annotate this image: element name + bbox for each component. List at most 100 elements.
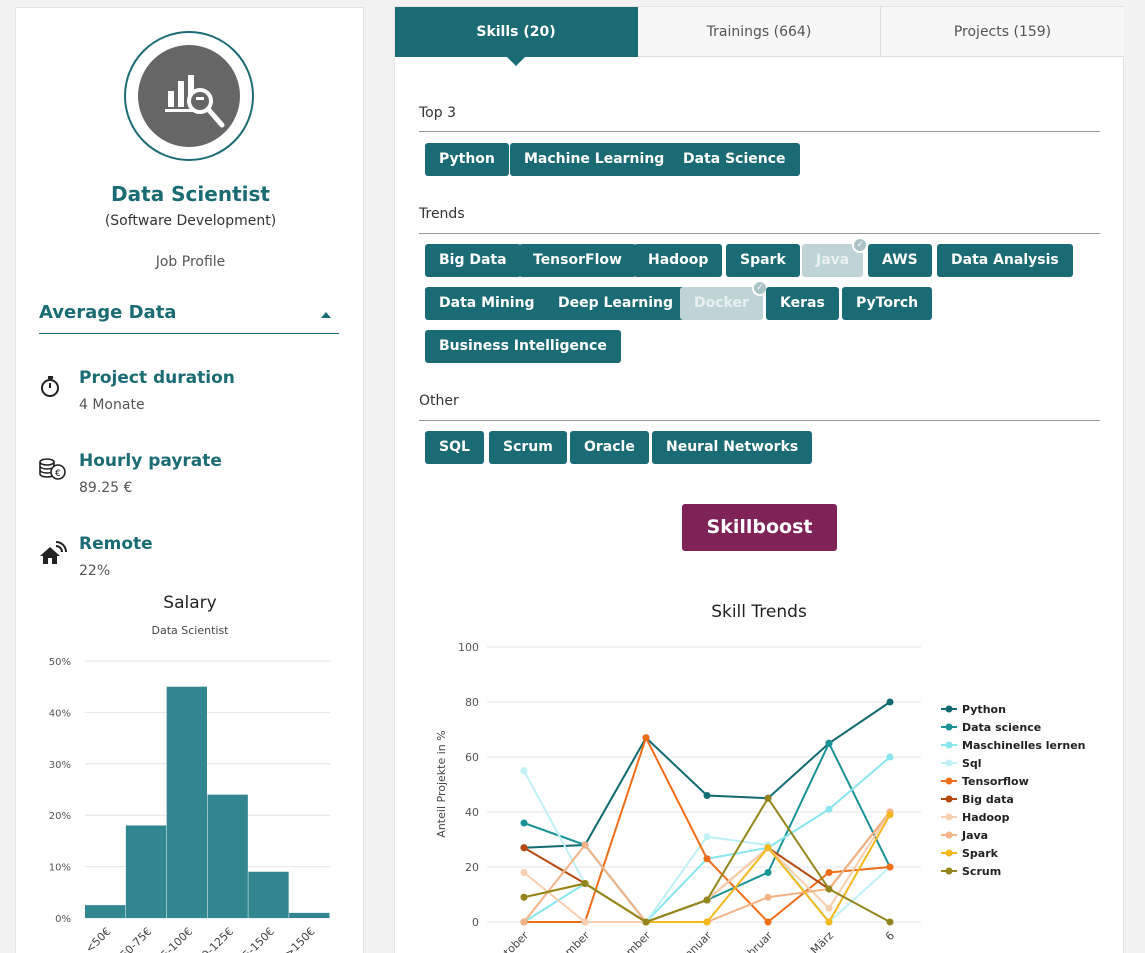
tab-projects[interactable]: Projects (159) xyxy=(881,7,1124,57)
x-tick-label: 6 xyxy=(883,929,897,943)
series-point xyxy=(703,833,711,841)
x-tick-label: Februar xyxy=(736,929,775,953)
skill-chip-pytorch[interactable]: PyTorch xyxy=(842,287,933,320)
legend-label: Maschinelles lernen xyxy=(962,739,1086,752)
skill-chip-spark[interactable]: Spark xyxy=(726,244,800,277)
series-line xyxy=(523,740,891,924)
y-tick-label: 40 xyxy=(465,806,479,819)
series-point xyxy=(825,869,833,876)
series-point xyxy=(764,869,772,876)
average-data-toggle[interactable]: Average Data xyxy=(39,302,339,334)
tab-skills[interactable]: Skills (20) xyxy=(395,7,638,57)
y-tick-label: 0 xyxy=(472,916,479,929)
skill-chip-label: Java xyxy=(816,252,850,268)
skill-chip-data-mining[interactable]: Data Mining xyxy=(425,287,549,320)
series-point xyxy=(764,893,772,901)
series-point xyxy=(520,893,528,901)
legend-label: Python xyxy=(962,703,1006,716)
job-profile-label: Job Profile xyxy=(155,254,226,270)
skill-chip-docker[interactable]: Docker ✓ xyxy=(680,280,768,320)
salary-bar xyxy=(289,912,330,918)
skill-chip-neural-networks[interactable]: Neural Networks xyxy=(652,431,813,464)
salary-bar xyxy=(125,825,167,918)
metric-value: 89.25 € xyxy=(79,480,133,496)
skill-chip-tensorflow[interactable]: TensorFlow xyxy=(519,244,636,277)
y-tick-label: 40% xyxy=(49,708,71,719)
legend-marker xyxy=(945,723,953,731)
skill-chip-business-intelligence[interactable]: Business Intelligence xyxy=(425,330,621,363)
legend-marker xyxy=(945,705,953,713)
metric-value: 4 Monate xyxy=(79,397,145,413)
profile-avatar xyxy=(124,31,254,161)
series-point xyxy=(520,918,528,926)
series-point xyxy=(581,841,589,849)
legend-marker xyxy=(945,759,953,767)
skill-chip-sql[interactable]: SQL xyxy=(425,431,484,464)
y-axis-label: Anteil Projekte in % xyxy=(435,730,448,837)
home-wifi-icon xyxy=(39,540,67,564)
legend-label: Tensorflow xyxy=(962,775,1029,788)
series-point xyxy=(703,896,711,904)
tab-bar: Skills (20) Trainings (664) Projects (15… xyxy=(395,7,1124,66)
skills-panel: Skills (20) Trainings (664) Projects (15… xyxy=(394,6,1124,953)
svg-text:€: € xyxy=(55,469,61,479)
legend-label: Scrum xyxy=(962,865,1001,878)
series-point xyxy=(703,918,711,926)
divider xyxy=(419,233,1100,234)
series-point xyxy=(520,844,528,852)
metric-title: Remote xyxy=(79,534,153,554)
skill-chip-data-analysis[interactable]: Data Analysis xyxy=(937,244,1073,277)
x-tick-label: >150€ xyxy=(282,925,318,953)
y-tick-label: 100 xyxy=(458,641,479,654)
skill-chip-keras[interactable]: Keras xyxy=(766,287,839,320)
skill-chip-scrum[interactable]: Scrum xyxy=(489,431,567,464)
series-point xyxy=(642,734,650,742)
skill-chip-python[interactable]: Python xyxy=(425,143,509,176)
metric-title: Hourly payrate xyxy=(79,451,222,471)
skill-chip-hadoop[interactable]: Hadoop xyxy=(634,244,723,277)
check-icon: ✓ xyxy=(852,237,869,253)
coins-euro-icon: € xyxy=(39,457,66,481)
x-tick-label: Januar xyxy=(679,929,714,953)
salary-bar xyxy=(248,871,289,918)
series-line xyxy=(523,814,891,924)
trend-chart-title: Skill Trends xyxy=(711,602,807,622)
series-point xyxy=(886,918,894,926)
legend-marker xyxy=(945,849,953,857)
x-tick-label: 50-75€ xyxy=(118,925,155,953)
series-point xyxy=(825,805,833,813)
skillboost-button[interactable]: Skillboost xyxy=(682,504,837,551)
y-tick-label: 60 xyxy=(465,751,479,764)
skill-chip-big-data[interactable]: Big Data xyxy=(425,244,521,277)
series-point xyxy=(886,753,894,761)
x-tick-label: <50€ xyxy=(83,925,114,953)
salary-chart-title: Salary xyxy=(163,593,216,613)
skill-trends-chart: Skill Trends 0 20 40 60 80 100 Anteil Projekte … xyxy=(435,602,1086,953)
y-tick-label: 50% xyxy=(49,657,71,668)
x-tick-label: März xyxy=(808,929,836,953)
salary-chart: Salary Data Scientist 0% 10% 20% 30% 40% 50% <50… xyxy=(49,593,330,953)
series-point xyxy=(642,918,650,926)
y-tick-label: 80 xyxy=(465,696,479,709)
series-point xyxy=(825,885,833,893)
y-tick-label: 0% xyxy=(55,914,71,925)
skill-chip-java[interactable]: Java ✓ xyxy=(802,237,869,277)
x-tick-label: Oktober xyxy=(491,929,532,953)
y-tick-label: 20% xyxy=(49,811,71,822)
series-point xyxy=(825,918,833,926)
series-line xyxy=(524,735,891,924)
metric-title: Project duration xyxy=(79,368,235,388)
salary-bar xyxy=(85,905,126,918)
section-trends-label: Trends xyxy=(419,206,465,222)
series-point xyxy=(886,863,894,871)
salary-bar xyxy=(166,686,207,918)
skill-chip-machine-learning[interactable]: Machine Learning xyxy=(510,143,679,176)
x-tick-label: November xyxy=(542,929,592,953)
skill-chip-deep-learning[interactable]: Deep Learning xyxy=(544,287,688,320)
job-subtitle: (Software Development) xyxy=(104,213,277,229)
skill-chip-aws[interactable]: AWS xyxy=(868,244,932,277)
skill-chip-data-science[interactable]: Data Science xyxy=(669,143,800,176)
tab-trainings[interactable]: Trainings (664) xyxy=(638,7,881,57)
y-tick-label: 10% xyxy=(49,863,71,874)
skill-chip-oracle[interactable]: Oracle xyxy=(570,431,649,464)
